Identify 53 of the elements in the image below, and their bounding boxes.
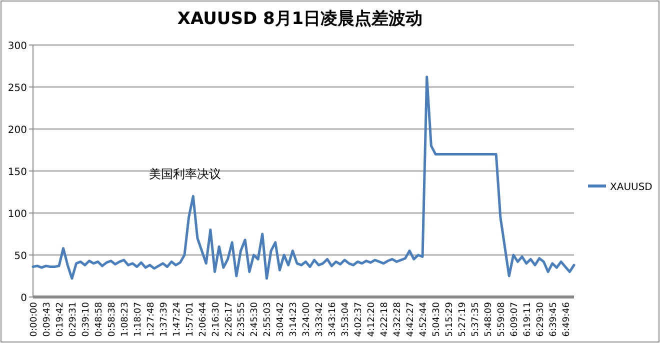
x-tick-label: 3:43:16	[328, 302, 338, 337]
x-tick-label: 4:52:44	[419, 302, 430, 337]
x-tick-label: 6:39:45	[548, 302, 559, 337]
x-tick-label: 0:09:43	[42, 302, 52, 337]
y-tick-label: 50	[14, 251, 27, 262]
x-tick-label: 4:12:20	[367, 302, 378, 337]
annotation: 美国利率决议	[149, 167, 221, 181]
y-tick-label: 200	[8, 125, 27, 136]
x-tick-label: 2:16:30	[211, 302, 222, 337]
x-tick-label: 4:22:18	[380, 302, 390, 337]
x-tick-label: 1:27:48	[146, 302, 156, 337]
x-tick-label: 5:27:19	[458, 302, 468, 337]
y-tick-label: 0	[20, 293, 27, 304]
x-tick-label: 5:37:35	[470, 302, 481, 337]
x-tick-label: 1:37:39	[159, 302, 170, 337]
chart-title: XAUUSD 8月1日凌晨点差波动	[177, 9, 423, 29]
x-tick-label: 0:58:38	[107, 302, 118, 337]
x-tick-label: 3:14:23	[289, 302, 300, 337]
y-tick-label: 100	[8, 209, 27, 220]
x-tick-label: 6:49:46	[562, 302, 572, 337]
x-tick-label: 0:39:10	[81, 302, 92, 337]
x-tick-label: 5:15:29	[444, 302, 455, 337]
x-tick-label: 4:42:27	[406, 302, 416, 337]
x-tick-label: 5:04:30	[432, 302, 442, 337]
x-tick-label: 2:35:55	[237, 302, 248, 337]
x-tick-label: 0:00:00	[30, 302, 40, 337]
x-tick-label: 1:18:07	[133, 302, 144, 337]
x-tick-label: 0:19:42	[55, 302, 66, 337]
x-tick-label: 0:48:58	[94, 302, 104, 337]
x-tick-label: 6:09:07	[510, 302, 520, 337]
y-tick-label: 300	[8, 41, 27, 52]
x-tick-label: 2:26:17	[224, 302, 234, 337]
x-tick-label: 3:04:42	[276, 302, 286, 337]
legend-label: XAUUSD	[610, 182, 653, 193]
x-tick-label: 3:24:00	[302, 302, 312, 337]
x-tick-label: 4:02:37	[354, 302, 364, 337]
x-tick-label: 0:29:31	[68, 302, 78, 337]
line-series	[32, 76, 576, 280]
x-tick-label: 5:48:09	[484, 302, 494, 337]
x-tick-label: 6:29:30	[536, 302, 546, 337]
x-tick-label: 2:55:03	[263, 302, 274, 337]
x-tick-label: 6:19:11	[522, 302, 533, 337]
x-tick-label: 3:33:42	[315, 302, 326, 337]
x-tick-label: 1:57:01	[185, 302, 196, 337]
x-tick-label: 1:47:24	[172, 302, 182, 337]
x-tick-label: 3:53:04	[341, 302, 352, 337]
x-tick-label: 1:08:23	[120, 302, 130, 337]
y-tick-label: 250	[8, 83, 27, 94]
x-tick-label: 2:45:30	[250, 302, 260, 337]
x-tick-label: 5:59:08	[496, 302, 507, 337]
y-tick-label: 150	[8, 167, 27, 178]
x-tick-label: 4:32:28	[393, 302, 404, 337]
x-tick-label: 2:06:44	[198, 302, 208, 337]
